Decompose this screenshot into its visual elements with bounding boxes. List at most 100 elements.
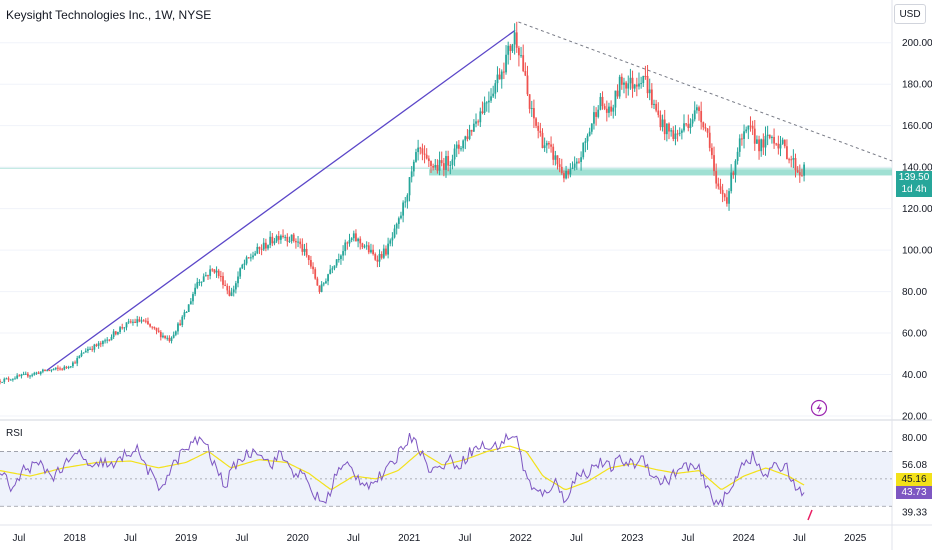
- candle-body: [333, 265, 336, 269]
- candle-body: [237, 276, 239, 284]
- candle-body: [174, 331, 177, 335]
- candle-body: [389, 240, 392, 244]
- candle-body: [132, 321, 134, 323]
- candle-body: [65, 366, 68, 368]
- candle-body: [91, 348, 94, 350]
- candle-body: [108, 339, 111, 341]
- candle-body: [387, 243, 390, 255]
- candle-body: [614, 90, 617, 108]
- candle-body: [301, 244, 304, 252]
- candle-body: [217, 270, 220, 276]
- candle-body: [183, 312, 186, 317]
- candle-body: [260, 248, 263, 250]
- candle-body: [102, 341, 104, 344]
- candle-body: [7, 378, 10, 380]
- candle-body: [365, 245, 368, 247]
- candle-body: [773, 136, 775, 144]
- candle-body: [665, 123, 668, 135]
- candle-body: [528, 94, 531, 109]
- candle-body: [485, 102, 488, 104]
- candle-body: [530, 108, 533, 110]
- candle-body: [202, 276, 205, 282]
- candle-body: [89, 348, 91, 350]
- time-tick-label: Jul: [682, 533, 695, 544]
- candle-body: [374, 254, 377, 260]
- candle-body: [698, 107, 700, 112]
- candle-body: [552, 146, 555, 160]
- candle-body: [595, 112, 597, 117]
- last-price-badge: 139.50 1d 4h: [896, 171, 932, 197]
- candle-body: [599, 96, 602, 110]
- candle-body: [262, 242, 265, 250]
- time-tick-label: Jul: [793, 533, 806, 544]
- candle-body: [462, 140, 465, 149]
- candle-body: [721, 189, 724, 195]
- price-tick-label: 120.00: [902, 204, 932, 215]
- candle-body: [605, 108, 608, 113]
- candle-body: [412, 161, 415, 172]
- candle-body: [623, 82, 625, 85]
- candle-body: [543, 145, 546, 148]
- candle-body: [466, 136, 469, 139]
- candle-body: [674, 133, 677, 139]
- candle-body: [537, 125, 540, 131]
- candle-body: [67, 366, 70, 368]
- rsi-ma-line: [0, 445, 805, 491]
- candle-body: [464, 136, 467, 141]
- candle-body: [382, 248, 385, 258]
- currency-button[interactable]: USD: [894, 4, 926, 24]
- candle-body: [69, 366, 72, 368]
- candle-body: [397, 218, 400, 224]
- candle-body: [419, 147, 422, 149]
- candle-body: [340, 255, 342, 260]
- candle-body: [350, 238, 353, 241]
- candle-body: [796, 170, 799, 173]
- candle-body: [781, 139, 784, 144]
- candle-body: [747, 125, 750, 130]
- candle-body: [477, 121, 480, 123]
- candle-body: [243, 263, 246, 265]
- candle-body: [44, 369, 46, 371]
- candle-body: [575, 161, 578, 164]
- time-tick-label: 2022: [510, 533, 533, 544]
- candle-body: [798, 172, 801, 176]
- candle-body: [80, 353, 83, 357]
- candle-body: [766, 134, 769, 136]
- candle-body: [357, 238, 359, 242]
- time-tick-label: 2020: [287, 533, 310, 544]
- candle-body: [578, 161, 580, 163]
- candle-body: [157, 330, 160, 333]
- candle-body: [475, 121, 477, 124]
- candle-body: [539, 130, 542, 133]
- candle-body: [715, 171, 718, 184]
- candle-body: [166, 337, 169, 339]
- candle-body: [573, 163, 576, 168]
- candle-body: [706, 128, 709, 133]
- candle-body: [760, 139, 763, 152]
- candle-body: [232, 289, 235, 293]
- candle-body: [305, 248, 308, 256]
- candle-body: [393, 228, 396, 238]
- candle-body: [185, 312, 188, 314]
- candle-body: [457, 144, 460, 149]
- candle-body: [117, 332, 119, 335]
- candle-body: [288, 241, 291, 243]
- candle-body: [638, 83, 640, 87]
- candle-body: [792, 158, 795, 160]
- candle-body: [425, 154, 428, 159]
- candle-body: [87, 349, 89, 351]
- candle-body: [297, 241, 299, 243]
- candle-body: [41, 369, 44, 372]
- time-tick-label: Jul: [347, 533, 360, 544]
- candle-body: [738, 138, 741, 152]
- candle-body: [627, 83, 630, 89]
- candle-body: [408, 177, 411, 196]
- candle-body: [264, 242, 267, 249]
- candle-body: [245, 257, 248, 264]
- candle-body: [483, 102, 486, 113]
- candle-body: [192, 294, 194, 302]
- candle-body: [603, 106, 606, 109]
- candle-body: [106, 339, 109, 341]
